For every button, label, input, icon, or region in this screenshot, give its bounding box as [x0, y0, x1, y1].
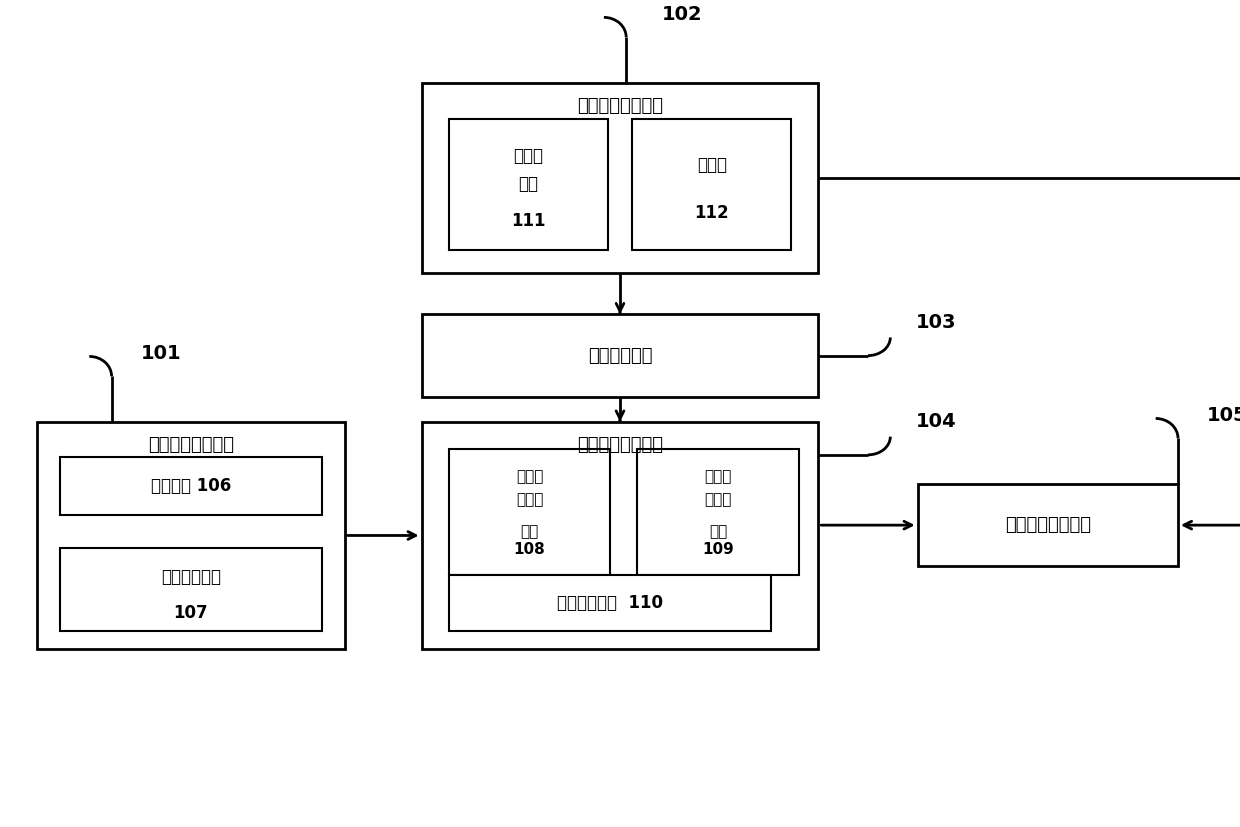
- Bar: [449, 449, 610, 575]
- Bar: [422, 83, 818, 273]
- Text: 101: 101: [141, 344, 181, 362]
- Text: 105: 105: [1208, 406, 1240, 424]
- Text: 负载估计单元: 负载估计单元: [588, 347, 652, 365]
- Text: 配置周期计时单元: 配置周期计时单元: [577, 97, 663, 115]
- Bar: [449, 575, 771, 631]
- Text: 模块
109: 模块 109: [702, 524, 734, 557]
- Text: 功率确定模块  110: 功率确定模块 110: [557, 594, 663, 612]
- Bar: [422, 314, 818, 397]
- Text: 能量效: 能量效: [516, 469, 543, 485]
- Text: 满足数: 满足数: [704, 469, 732, 485]
- Text: 比较器: 比较器: [697, 155, 727, 174]
- Bar: [60, 457, 322, 515]
- Text: 测量模块 106: 测量模块 106: [151, 477, 231, 495]
- Bar: [422, 422, 818, 649]
- Text: 111: 111: [511, 212, 546, 230]
- Text: 发送功率配置单元: 发送功率配置单元: [1004, 516, 1091, 534]
- Text: 率最优: 率最优: [516, 492, 543, 507]
- Text: 模块
108: 模块 108: [513, 524, 546, 557]
- Text: 据传输: 据传输: [704, 492, 732, 507]
- Text: 103: 103: [916, 313, 956, 332]
- Text: 104: 104: [916, 413, 956, 431]
- Text: 107: 107: [174, 604, 208, 622]
- Text: 发送功率确定单元: 发送功率确定单元: [577, 436, 663, 454]
- Text: 112: 112: [694, 204, 729, 222]
- Bar: [37, 422, 345, 649]
- Text: 参数统计模块: 参数统计模块: [161, 568, 221, 586]
- Text: 自动计: 自动计: [513, 146, 543, 165]
- Bar: [632, 119, 791, 250]
- Text: 102: 102: [662, 5, 702, 23]
- Bar: [918, 484, 1178, 566]
- Text: 时器: 时器: [518, 175, 538, 194]
- Bar: [449, 119, 608, 250]
- Text: 功率模型获取单元: 功率模型获取单元: [148, 436, 234, 454]
- Bar: [637, 449, 799, 575]
- Bar: [60, 548, 322, 631]
